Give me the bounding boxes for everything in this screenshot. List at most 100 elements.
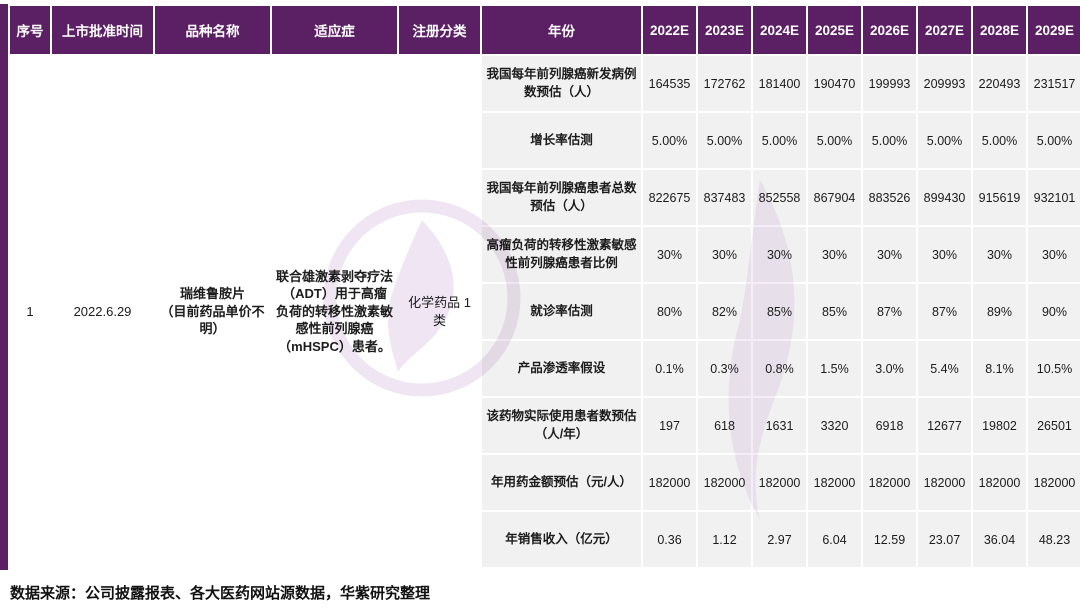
value-cell: 182000 xyxy=(806,453,863,512)
value-cell: 915619 xyxy=(971,168,1028,227)
column-header: 2026E xyxy=(861,4,918,56)
value-cell: 36.04 xyxy=(971,510,1028,569)
value-cell: 30% xyxy=(861,225,918,284)
forecast-table-container: 序号 上市批准时间 品种名称 适应症 注册分类 年份 2022E 2023E 2024E 2025… xyxy=(8,4,1080,569)
value-cell: 3.0% xyxy=(861,339,918,398)
column-header: 2029E xyxy=(1026,4,1080,56)
value-cell: 30% xyxy=(696,225,753,284)
value-cell: 852558 xyxy=(751,168,808,227)
table-row: 年销售收入（亿元） 0.36 1.12 2.97 6.04 12.59 23.07 36.04… xyxy=(9,510,1080,569)
value-cell: 164535 xyxy=(641,54,698,113)
metric-label-cell: 增长率估测 xyxy=(480,111,643,170)
value-cell: 5.00% xyxy=(641,111,698,170)
value-cell: 87% xyxy=(861,282,918,341)
value-cell: 899430 xyxy=(916,168,973,227)
value-cell: 182000 xyxy=(916,453,973,512)
table-row: 1 2022.6.29 瑞维鲁胺片 （目前药品单价不明） 联合雄激素剥夺疗法（ADT）… xyxy=(8,54,1080,569)
value-cell: 5.00% xyxy=(916,111,973,170)
value-cell: 30% xyxy=(1026,225,1080,284)
cell-serial-number: 1 xyxy=(8,54,52,569)
metric-label-cell: 就诊率估测 xyxy=(480,282,643,341)
cell-approval-date: 2022.6.29 xyxy=(50,54,155,569)
value-cell: 0.3% xyxy=(696,339,753,398)
metric-label-cell: 该药物实际使用患者数预估（人/年） xyxy=(480,396,643,455)
cell-product-name: 瑞维鲁胺片 （目前药品单价不明） xyxy=(153,54,272,569)
value-cell: 618 xyxy=(696,396,753,455)
forecast-table: 序号 上市批准时间 品种名称 适应症 注册分类 年份 2022E 2023E 2024E 2025… xyxy=(8,4,1080,569)
value-cell: 30% xyxy=(971,225,1028,284)
value-cell: 1.12 xyxy=(696,510,753,569)
value-cell: 199993 xyxy=(861,54,918,113)
value-cell: 182000 xyxy=(971,453,1028,512)
source-note: 数据来源：公司披露报表、各大医药网站源数据，华紫研究整理 xyxy=(10,585,431,602)
value-cell: 5.00% xyxy=(806,111,863,170)
column-header: 上市批准时间 xyxy=(50,4,155,56)
column-header: 品种名称 xyxy=(153,4,272,56)
value-cell: 89% xyxy=(971,282,1028,341)
value-cell: 822675 xyxy=(641,168,698,227)
value-cell: 190470 xyxy=(806,54,863,113)
value-cell: 1.5% xyxy=(806,339,863,398)
value-cell: 80% xyxy=(641,282,698,341)
column-header: 注册分类 xyxy=(397,4,482,56)
value-cell: 6918 xyxy=(861,396,918,455)
column-header: 适应症 xyxy=(270,4,399,56)
value-cell: 5.00% xyxy=(751,111,808,170)
value-cell: 182000 xyxy=(641,453,698,512)
value-cell: 2.97 xyxy=(751,510,808,569)
value-cell: 6.04 xyxy=(806,510,863,569)
value-cell: 209993 xyxy=(916,54,973,113)
value-cell: 181400 xyxy=(751,54,808,113)
value-cell: 182000 xyxy=(696,453,753,512)
value-cell: 90% xyxy=(1026,282,1080,341)
value-cell: 12677 xyxy=(916,396,973,455)
value-cell: 231517 xyxy=(1026,54,1080,113)
metric-label-cell: 年用药金额预估（元/人） xyxy=(480,453,643,512)
value-cell: 932101 xyxy=(1026,168,1080,227)
value-cell: 10.5% xyxy=(1026,339,1080,398)
value-cell: 82% xyxy=(696,282,753,341)
value-cell: 1631 xyxy=(751,396,808,455)
column-header: 2024E xyxy=(751,4,808,56)
value-cell: 0.1% xyxy=(641,339,698,398)
value-cell: 12.59 xyxy=(861,510,918,569)
value-cell: 85% xyxy=(806,282,863,341)
column-header: 2023E xyxy=(696,4,753,56)
value-cell: 87% xyxy=(916,282,973,341)
cell-registration-class: 化学药品 1类 xyxy=(397,54,482,569)
metric-label-cell: 我国每年前列腺癌患者总数预估（人） xyxy=(480,168,643,227)
metric-label-cell: 我国每年前列腺癌新发病例数预估（人） xyxy=(480,54,643,113)
value-cell: 837483 xyxy=(696,168,753,227)
column-header: 序号 xyxy=(8,4,52,56)
table-row: 增长率估测 5.00% 5.00% 5.00% 5.00% 5.00% 5.00% 5.00%… xyxy=(9,111,1080,170)
value-cell: 3320 xyxy=(806,396,863,455)
value-cell: 5.00% xyxy=(861,111,918,170)
value-cell: 182000 xyxy=(861,453,918,512)
metric-label-cell: 产品渗透率假设 xyxy=(480,339,643,398)
value-cell: 182000 xyxy=(751,453,808,512)
value-cell: 19802 xyxy=(971,396,1028,455)
value-cell: 5.4% xyxy=(916,339,973,398)
value-cell: 30% xyxy=(641,225,698,284)
table-header-row: 序号 上市批准时间 品种名称 适应症 注册分类 年份 2022E 2023E 2024E 2025… xyxy=(8,4,1080,56)
value-cell: 30% xyxy=(916,225,973,284)
value-cell: 30% xyxy=(806,225,863,284)
column-header: 2028E xyxy=(971,4,1028,56)
column-header: 2025E xyxy=(806,4,863,56)
table-body: 1 2022.6.29 瑞维鲁胺片 （目前药品单价不明） 联合雄激素剥夺疗法（ADT）… xyxy=(8,54,1080,569)
value-cell: 8.1% xyxy=(971,339,1028,398)
value-cell: 0.8% xyxy=(751,339,808,398)
column-header: 2027E xyxy=(916,4,973,56)
value-cell: 5.00% xyxy=(1026,111,1080,170)
metric-label-cell: 年销售收入（亿元） xyxy=(480,510,643,569)
table-left-accent-bar xyxy=(0,4,8,570)
value-cell: 85% xyxy=(751,282,808,341)
value-cell: 220493 xyxy=(971,54,1028,113)
column-header: 年份 xyxy=(480,4,643,56)
value-cell: 30% xyxy=(751,225,808,284)
value-cell: 867904 xyxy=(806,168,863,227)
value-cell: 172762 xyxy=(696,54,753,113)
value-cell: 0.36 xyxy=(641,510,698,569)
metric-label-cell: 高瘤负荷的转移性激素敏感性前列腺癌患者比例 xyxy=(480,225,643,284)
